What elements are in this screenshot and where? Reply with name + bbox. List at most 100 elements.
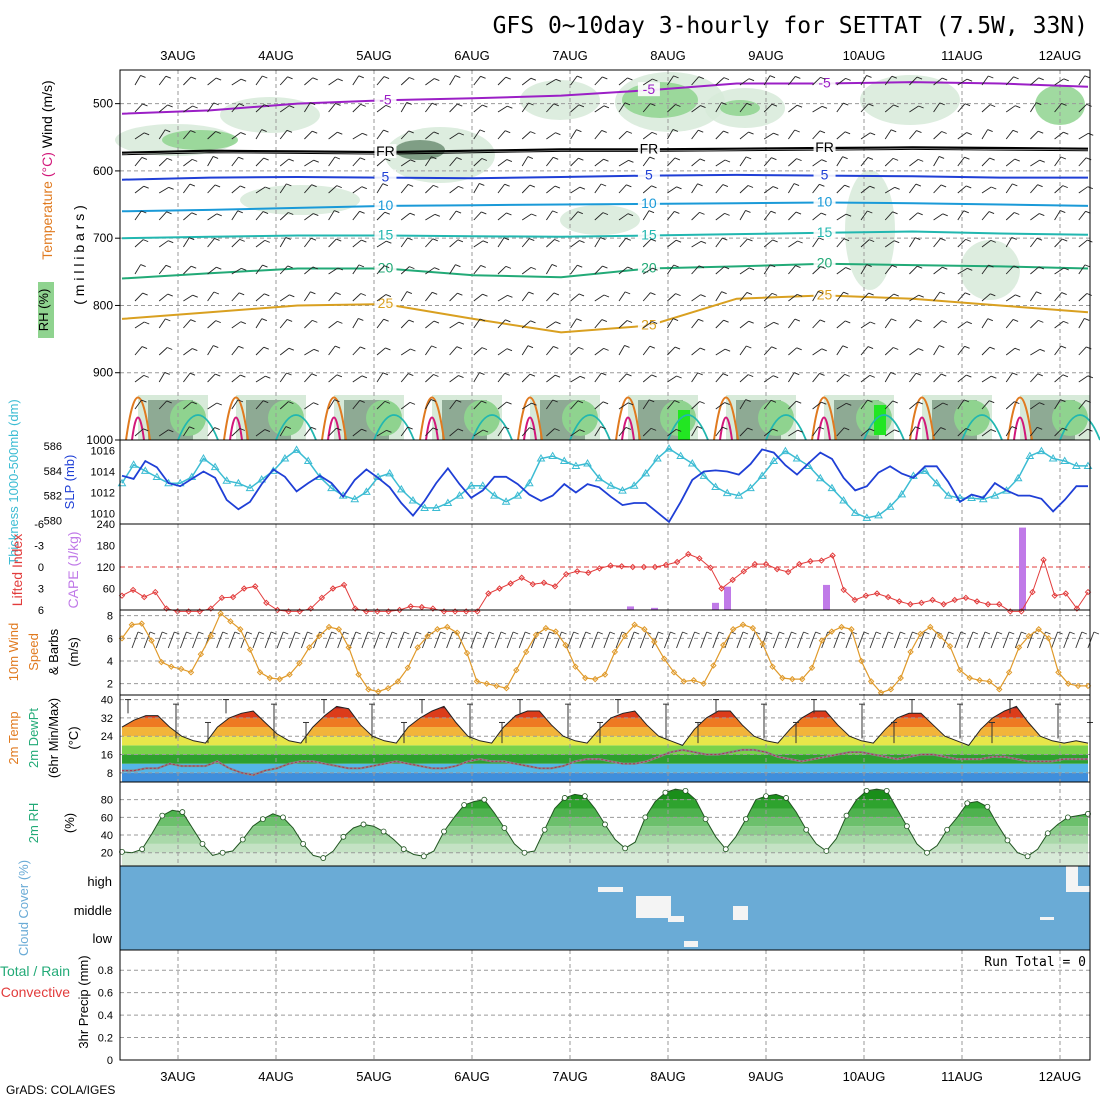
wind-barb xyxy=(134,399,142,410)
wind-barb xyxy=(739,210,746,221)
wind-barb xyxy=(845,77,851,81)
wind-barb xyxy=(1039,159,1045,163)
li-point xyxy=(929,596,936,604)
wind-barb xyxy=(715,402,725,410)
wind-barb xyxy=(981,75,989,86)
wind10-barb xyxy=(712,631,720,649)
warm-contour xyxy=(425,416,439,441)
temp-tick-label: 32 xyxy=(101,713,113,725)
wind-barb xyxy=(1084,75,1090,79)
wind-barb xyxy=(1088,132,1094,136)
wind10-point xyxy=(394,678,402,685)
wind-barb xyxy=(286,319,293,322)
wind-barb xyxy=(603,294,610,298)
cool-contour xyxy=(471,414,513,441)
wind10-point xyxy=(670,669,678,676)
wind-barb xyxy=(554,185,561,189)
wind-barb xyxy=(651,185,657,189)
wind-barb xyxy=(190,130,196,133)
wind-barb xyxy=(788,183,795,194)
wind-barb xyxy=(1078,346,1087,356)
contour-label-bg xyxy=(637,260,660,275)
wind-barb xyxy=(288,212,294,215)
wind-barb xyxy=(189,426,195,430)
li-point xyxy=(451,608,459,615)
wind-barb xyxy=(255,157,264,167)
wind-barb xyxy=(642,185,652,194)
wind-barb xyxy=(715,184,724,194)
wind-barb xyxy=(287,265,293,269)
wind-barb xyxy=(602,76,608,80)
rh-band xyxy=(122,826,1088,836)
wind-barb xyxy=(918,105,924,109)
wind10-barb xyxy=(591,631,599,649)
wind-barb xyxy=(497,130,506,140)
wind-barb xyxy=(618,184,627,194)
wind-barb xyxy=(238,345,244,349)
thickness-line xyxy=(121,447,1088,519)
wind-barb xyxy=(506,159,513,162)
wind-barb xyxy=(231,185,241,194)
wind10-point xyxy=(1025,632,1033,640)
wind10-point xyxy=(769,663,776,670)
wind-barb xyxy=(1005,426,1013,437)
wind-barb xyxy=(651,374,657,378)
wind-barb xyxy=(546,428,555,437)
wind-barb xyxy=(1054,131,1064,140)
wind-barb xyxy=(134,321,145,329)
wind-barb xyxy=(691,129,699,140)
wind10-barb xyxy=(784,631,792,649)
wind-barb xyxy=(207,156,214,167)
isotherm-line xyxy=(121,81,1089,115)
li-point xyxy=(940,601,947,608)
wind-barb xyxy=(134,239,144,248)
isotherm-label: 25 xyxy=(378,295,394,311)
wind-barb xyxy=(938,156,945,159)
wind-barb xyxy=(667,157,676,167)
wind-barb xyxy=(376,429,387,437)
wind-barb xyxy=(192,348,198,351)
wind-barb xyxy=(1037,184,1043,188)
rh-point xyxy=(300,840,307,847)
cool-contour xyxy=(1059,414,1100,441)
wind-barb xyxy=(988,211,995,214)
wind-barb xyxy=(238,103,245,107)
li-tick-label: -3 xyxy=(34,541,44,553)
wind10-barb xyxy=(476,631,482,635)
wind10-barb xyxy=(234,631,240,635)
wind-barb xyxy=(933,320,943,329)
wind-barb xyxy=(400,102,408,113)
wind-barb xyxy=(939,345,945,348)
wind-barb xyxy=(618,213,629,221)
wind-barb xyxy=(1078,400,1087,410)
wind-barb xyxy=(376,129,384,140)
wind10-point xyxy=(384,684,392,692)
wind-barb xyxy=(328,399,335,410)
wind-barb xyxy=(521,131,531,140)
wind-barb xyxy=(521,102,529,113)
wind-barb xyxy=(981,346,991,356)
rh-point xyxy=(823,848,830,854)
wind-barb xyxy=(602,265,608,269)
cape-ylabel: CAPE (J/kg) xyxy=(65,531,81,608)
wind-barb xyxy=(940,427,946,430)
wind10-point xyxy=(907,648,914,656)
wind10-point xyxy=(808,664,816,672)
wind10-point xyxy=(887,686,895,693)
wind-barb xyxy=(699,347,706,351)
wind-barb xyxy=(594,294,605,302)
wind-barb xyxy=(836,213,847,221)
wind-barb xyxy=(183,372,191,383)
wind-barb xyxy=(1011,426,1018,429)
wind-barb xyxy=(697,183,703,187)
li-point xyxy=(440,608,448,615)
wind-barb xyxy=(1014,401,1020,405)
wind-barb xyxy=(286,183,292,187)
wind-barb xyxy=(183,319,191,329)
wind-barb xyxy=(352,264,360,275)
thickness-point xyxy=(815,473,825,482)
wind-barb xyxy=(763,346,772,356)
wind-barb xyxy=(842,345,848,349)
wind10-point xyxy=(749,624,757,632)
wind-barb xyxy=(820,76,826,80)
